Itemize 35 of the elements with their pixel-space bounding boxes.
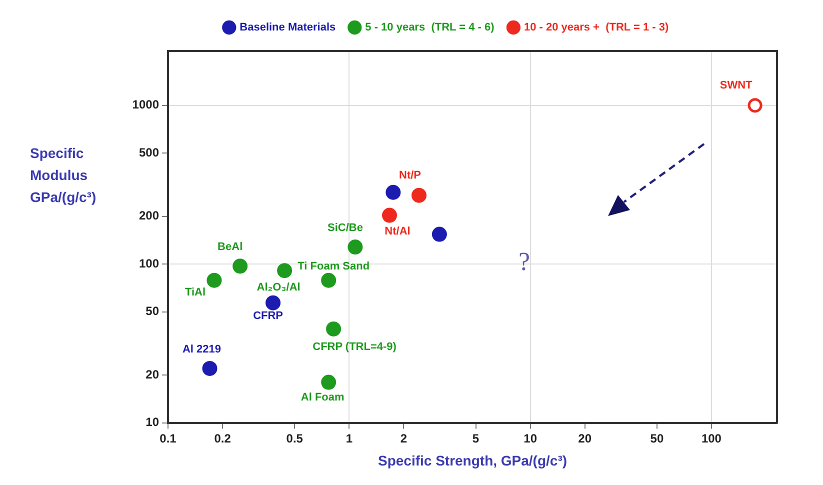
x-tick-label: 0.5 [286, 431, 304, 446]
y-tick-label: 10 [146, 415, 160, 430]
annotation: CFRP [253, 310, 284, 322]
annotation: Al₂O₃/Al [256, 282, 300, 294]
x-tick-label: 1 [346, 431, 353, 446]
legend-label: 5 - 10 years (TRL = 4 - 6) [365, 22, 495, 34]
x-tick-label: 100 [701, 431, 722, 446]
annotation: SiC/Be [327, 222, 363, 234]
annotation: Nt/P [399, 169, 422, 182]
y-tick-label: 50 [146, 304, 160, 318]
legend-label: Baseline Materials [240, 22, 336, 34]
y-axis-title: Specific Modulus GPa/(g/c³) [30, 144, 98, 207]
annotation: CFRP (TRL=4-9) [312, 341, 397, 354]
y-tick-label: 100 [138, 256, 160, 270]
annotation: ? [518, 246, 530, 276]
annotation: Nt/Al [384, 225, 410, 238]
annotation: Ti Foam Sand [298, 260, 370, 272]
x-tick-label: 0.1 [160, 431, 177, 446]
annotation: Al Foam [300, 391, 345, 404]
x-axis-title: Specific Strength, GPa/(g/c³) [378, 452, 568, 468]
y-tick-label: 500 [138, 145, 160, 160]
x-tick-label: 0.2 [214, 431, 232, 446]
x-tick-label: 20 [578, 431, 592, 446]
y-tick-label: 1000 [132, 98, 160, 112]
legend-label: 10 - 20 years + (TRL = 1 - 3) [524, 22, 669, 34]
y-tick-label: 200 [138, 208, 160, 223]
annotation: TiAl [184, 286, 206, 298]
x-tick-label: 10 [524, 431, 538, 446]
annotation: BeAl [218, 241, 243, 254]
x-tick-label: 50 [650, 431, 664, 446]
annotation: Al 2219 [182, 343, 222, 356]
annotation: SWNT [720, 79, 753, 92]
y-tick-label: 20 [146, 367, 160, 382]
x-tick-label: 5 [472, 431, 480, 446]
x-tick-label: 2 [400, 431, 408, 446]
